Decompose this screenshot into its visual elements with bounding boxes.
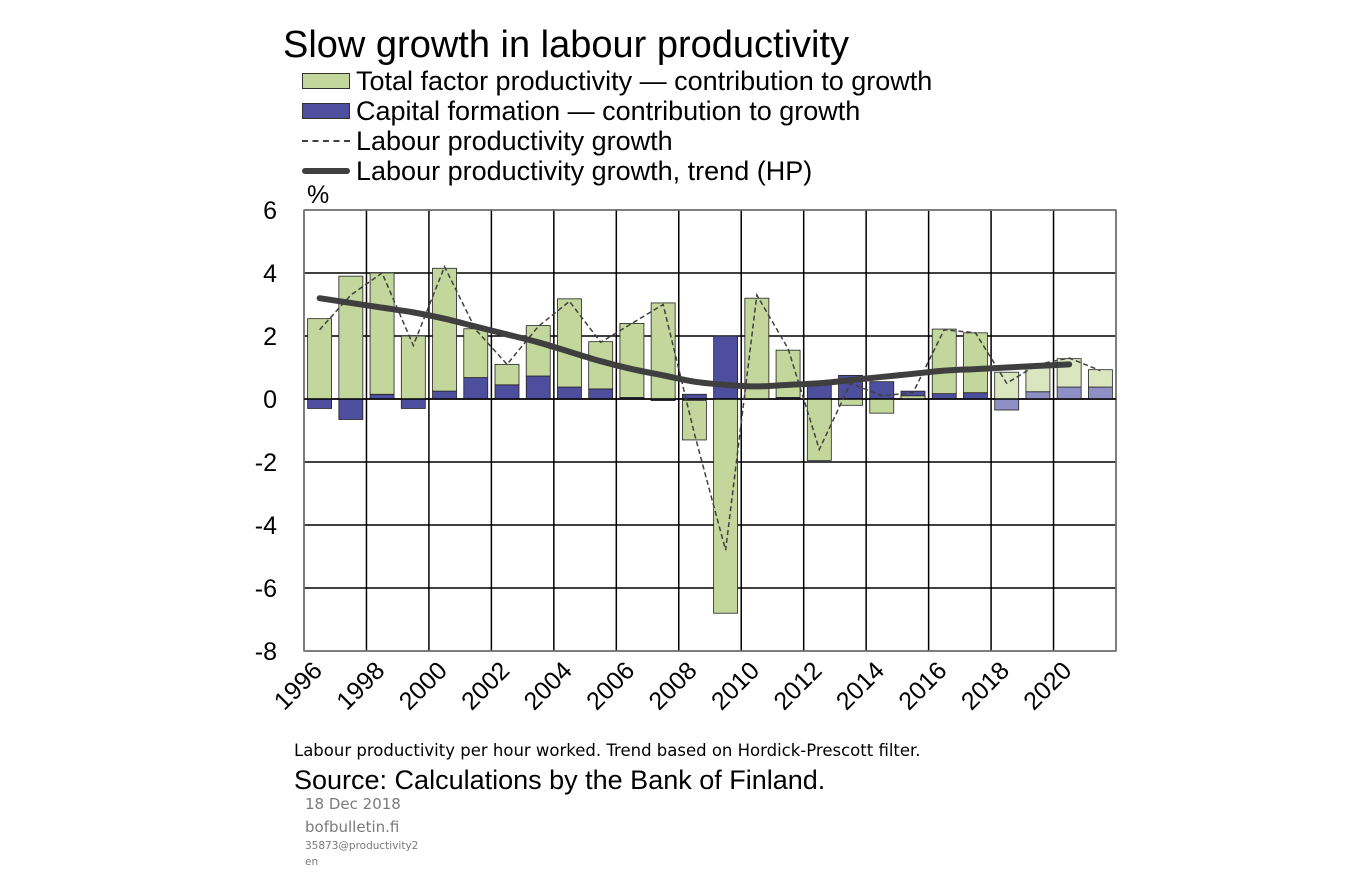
x-tick-label: 2008 — [643, 656, 702, 715]
y-tick-label: 0 — [263, 386, 277, 414]
bar-capital-formation — [525, 375, 551, 400]
x-tick-label: 2012 — [768, 656, 827, 715]
bar-capital-formation — [557, 386, 582, 400]
bar-total-factor-productivity — [806, 398, 832, 461]
chart-id: 35873@productivity2 — [305, 840, 419, 852]
legend-item-capital: Capital formation — contribution to grow… — [302, 96, 860, 126]
y-tick-label: 6 — [263, 197, 277, 225]
bar-total-factor-productivity — [619, 322, 645, 398]
legend-label-lp-trend: Labour productivity growth, trend (HP) — [356, 156, 813, 186]
plot-area — [304, 210, 1116, 651]
bar-total-factor-productivity — [525, 325, 551, 377]
x-tick-label: 2000 — [394, 656, 453, 715]
plot-frame — [303, 209, 1117, 652]
bar-total-factor-productivity — [494, 363, 520, 386]
legend-label-tfp: Total factor productivity — contribution… — [356, 66, 933, 96]
bar-total-factor-productivity — [338, 275, 364, 400]
bar-total-factor-productivity — [963, 332, 988, 394]
legend-swatch-lp-growth — [302, 140, 350, 142]
y-tick-label: 2 — [263, 323, 277, 351]
chart-title: Slow growth in labour productivity — [283, 24, 850, 66]
publish-date: 18 Dec 2018 — [305, 795, 401, 813]
legend-swatch-capital — [302, 103, 350, 119]
legend-item-tfp: Total factor productivity — contribution… — [302, 66, 932, 96]
legend-label-lp-growth: Labour productivity growth — [356, 126, 673, 156]
legend-swatch-lp-trend — [302, 168, 350, 174]
bar-total-factor-productivity — [994, 371, 1020, 400]
y-tick-label: -8 — [255, 638, 277, 666]
bar-total-factor-productivity — [713, 398, 739, 614]
bar-capital-formation — [1056, 386, 1082, 400]
chart-note: Labour productivity per hour worked. Tre… — [294, 741, 921, 760]
legend-swatch-tfp — [302, 73, 350, 89]
x-tick-label: 2016 — [893, 656, 952, 715]
bar-total-factor-productivity — [463, 328, 489, 378]
bar-capital-formation — [307, 398, 333, 409]
x-tick-label: 2006 — [581, 656, 640, 715]
chart-id-suffix: en — [305, 856, 319, 868]
bar-total-factor-productivity — [931, 328, 957, 395]
y-tick-label: -4 — [255, 512, 277, 540]
y-axis-unit-label: % — [307, 181, 330, 209]
line-labour-productivity-growth — [319, 264, 1101, 551]
site-name: bofbulletin.fi — [305, 818, 400, 836]
bar-capital-formation — [994, 398, 1020, 411]
bar-capital-formation — [963, 392, 988, 400]
x-tick-label: 1998 — [331, 656, 390, 715]
x-tick-label: 2010 — [706, 656, 765, 715]
bar-capital-formation — [432, 390, 457, 400]
y-tick-label: -6 — [255, 575, 277, 603]
bar-total-factor-productivity — [307, 318, 333, 400]
bar-total-factor-productivity — [650, 302, 676, 400]
bar-total-factor-productivity — [1025, 364, 1051, 393]
legend-item-lp-trend: Labour productivity growth, trend (HP) — [302, 156, 812, 186]
x-tick-label: 2020 — [1018, 656, 1077, 715]
bar-capital-formation — [463, 377, 489, 400]
y-tick-label: -2 — [255, 449, 277, 477]
bar-total-factor-productivity — [1087, 369, 1113, 388]
bar-total-factor-productivity — [557, 298, 582, 388]
bar-capital-formation — [338, 398, 364, 420]
x-tick-label: 2002 — [456, 656, 515, 715]
bar-capital-formation — [588, 388, 614, 400]
bar-capital-formation — [494, 384, 520, 400]
x-tick-label: 2014 — [831, 656, 890, 715]
bar-total-factor-productivity — [869, 398, 895, 414]
x-tick-label: 1996 — [269, 656, 328, 715]
bar-total-factor-productivity — [744, 297, 770, 400]
chart-source: Source: Calculations by the Bank of Finl… — [294, 765, 826, 795]
bar-capital-formation — [713, 335, 739, 400]
legend-item-lp-growth: Labour productivity growth — [302, 126, 673, 156]
bar-capital-formation — [1087, 386, 1113, 400]
legend-label-capital: Capital formation — contribution to grow… — [356, 96, 861, 126]
bar-total-factor-productivity — [838, 398, 863, 406]
x-tick-label: 2018 — [956, 656, 1015, 715]
bar-capital-formation — [1025, 391, 1051, 400]
bar-capital-formation — [806, 384, 832, 400]
y-tick-label: 4 — [263, 260, 277, 288]
line-labour-productivity-trend — [316, 295, 1073, 390]
bar-total-factor-productivity — [681, 400, 707, 441]
bar-capital-formation — [931, 393, 957, 400]
x-tick-label: 2004 — [519, 656, 578, 715]
bar-capital-formation — [400, 398, 426, 409]
